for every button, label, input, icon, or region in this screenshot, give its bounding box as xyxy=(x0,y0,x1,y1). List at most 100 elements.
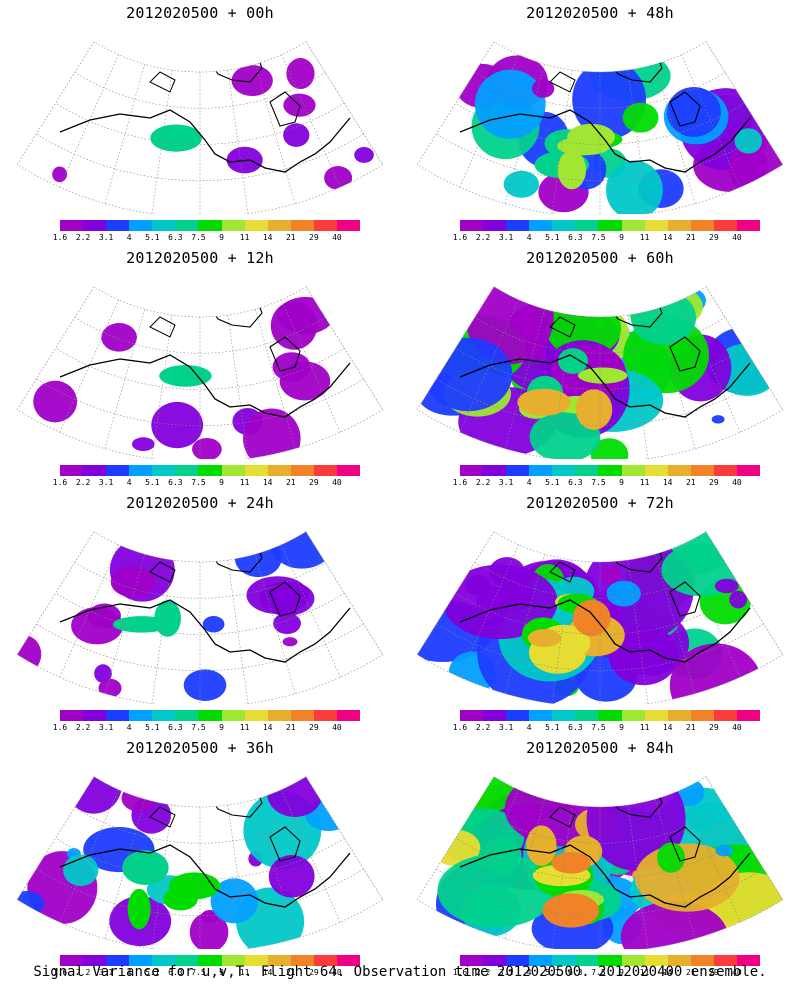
colorbar-tick-label: 9 xyxy=(619,478,624,487)
map-panel: 2012020500 + 36h 1.6 2.2 3.1 4 5.1 6.3 7.5 9 11 14… xyxy=(0,735,400,980)
colorbar-swatch xyxy=(621,465,645,476)
colorbar-tick-label: 9 xyxy=(619,723,624,732)
parallel-line xyxy=(74,72,326,109)
colorbar-tick-label: 40 xyxy=(732,478,742,487)
colorbar-tick-label: 29 xyxy=(709,233,719,242)
colorbar-swatch xyxy=(198,465,222,476)
variance-core xyxy=(150,124,202,152)
colorbar-swatch xyxy=(736,955,761,966)
colorbar xyxy=(460,465,761,476)
colorbar-swatch xyxy=(60,710,84,721)
colorbar-swatch xyxy=(244,465,268,476)
colorbar-tick-label: 4 xyxy=(126,478,132,487)
variance-blob xyxy=(246,576,309,615)
colorbar-swatch xyxy=(667,955,691,966)
variance-blob xyxy=(52,166,68,183)
variance-blob xyxy=(270,301,318,350)
colorbar-tick-label: 6.3 xyxy=(168,968,183,977)
variance-map xyxy=(416,776,784,949)
colorbar-swatch xyxy=(175,465,199,476)
colorbar-swatch xyxy=(667,465,691,476)
variance-blob xyxy=(189,912,229,949)
colorbar-swatch xyxy=(129,465,153,476)
variance-blob xyxy=(131,437,155,452)
colorbar-swatch xyxy=(690,220,714,231)
coastline-bay xyxy=(669,826,701,862)
colorbar-swatch xyxy=(175,710,199,721)
colorbar-swatch xyxy=(621,710,645,721)
parallel-line xyxy=(74,562,326,599)
variance-blob xyxy=(729,590,748,609)
colorbar-swatch xyxy=(290,465,314,476)
colorbar-swatch xyxy=(644,220,668,231)
coastline-bay xyxy=(269,581,301,617)
variance-core xyxy=(567,123,616,150)
colorbar-swatch xyxy=(460,465,484,476)
colorbar-tick-label: 29 xyxy=(709,723,719,732)
colorbar-swatch xyxy=(267,220,291,231)
colorbar-swatch xyxy=(198,710,222,721)
colorbar-tick-label: 7.5 xyxy=(191,968,206,977)
variance-blob xyxy=(354,146,374,163)
colorbar-tick-label: 9 xyxy=(219,478,224,487)
colorbar-swatch xyxy=(60,220,84,231)
variance-blob xyxy=(33,380,78,423)
colorbar-swatch xyxy=(483,955,507,966)
variance-blob xyxy=(202,615,225,633)
parallel-line xyxy=(474,72,726,109)
colorbar-tick-label: 14 xyxy=(262,478,273,487)
colorbar-swatch xyxy=(736,465,761,476)
colorbar-tick-label: 40 xyxy=(332,478,342,487)
coastline-bay xyxy=(269,826,301,862)
colorbar-swatch xyxy=(552,220,576,231)
colorbar xyxy=(460,710,761,721)
colorbar-swatch xyxy=(221,220,245,231)
colorbar-swatch xyxy=(106,710,130,721)
colorbar-tick-label: 3.1 xyxy=(98,478,114,487)
colorbar-tick-label: 1.6 xyxy=(52,723,68,732)
colorbar-swatch xyxy=(575,465,599,476)
variance-map xyxy=(416,41,784,214)
colorbar-tick-label: 4 xyxy=(526,233,532,242)
colorbar-tick-label: 1.6 xyxy=(52,478,68,487)
colorbar-swatch xyxy=(552,955,576,966)
colorbar-swatch xyxy=(83,465,107,476)
variance-core xyxy=(122,850,169,885)
panel-title: 2012020500 + 48h xyxy=(526,4,674,22)
colorbar-swatch xyxy=(575,955,599,966)
colorbar-swatch xyxy=(598,220,622,231)
variance-blob xyxy=(620,901,728,949)
coastline xyxy=(59,109,351,173)
colorbar-swatch xyxy=(460,220,484,231)
variance-blob xyxy=(87,603,121,629)
coastline-islands xyxy=(549,561,576,583)
variance-blob xyxy=(711,415,725,424)
colorbar-swatch xyxy=(483,220,507,231)
colorbar-swatch xyxy=(152,710,176,721)
map-panel: 2012020500 + 72h 1.6 2.2 3.1 4 5.1 6.3 7.5 9 11 14… xyxy=(400,490,800,735)
colorbar-swatch xyxy=(175,220,199,231)
colorbar-swatch xyxy=(736,220,761,231)
colorbar-tick-label: 6.3 xyxy=(568,478,583,487)
colorbar-swatch xyxy=(736,710,761,721)
colorbar-tick-label: 5.1 xyxy=(145,233,160,242)
colorbar-tick-label: 3.1 xyxy=(498,233,514,242)
variance-blob xyxy=(715,844,734,857)
colorbar-swatch xyxy=(575,710,599,721)
colorbar-tick-label: 7.5 xyxy=(591,478,606,487)
parallel-line xyxy=(474,807,726,844)
map-border xyxy=(416,776,784,949)
map-panel: 2012020500 + 60h 1.6 2.2 3.1 4 5.1 6.3 7.5 9 11 14… xyxy=(400,245,800,490)
colorbar-tick-label: 11 xyxy=(239,233,250,242)
colorbar-swatch xyxy=(290,220,314,231)
variance-blob xyxy=(590,438,629,459)
colorbar-tick-label: 3.1 xyxy=(98,233,114,242)
variance-blob xyxy=(268,854,315,898)
colorbar-tick-label: 4 xyxy=(526,478,532,487)
variance-blob xyxy=(669,643,763,704)
variance-blob xyxy=(503,170,540,198)
colorbar-tick-label: 1.6 xyxy=(452,723,468,732)
colorbar-tick-label: 9 xyxy=(219,723,224,732)
colorbar-ticks: 1.6 2.2 3.1 4 5.1 6.3 7.5 9 11 14 21 29 40 xyxy=(53,723,360,733)
map-panel: 2012020500 + 24h 1.6 2.2 3.1 4 5.1 6.3 7.5 9 11 14… xyxy=(0,490,400,735)
